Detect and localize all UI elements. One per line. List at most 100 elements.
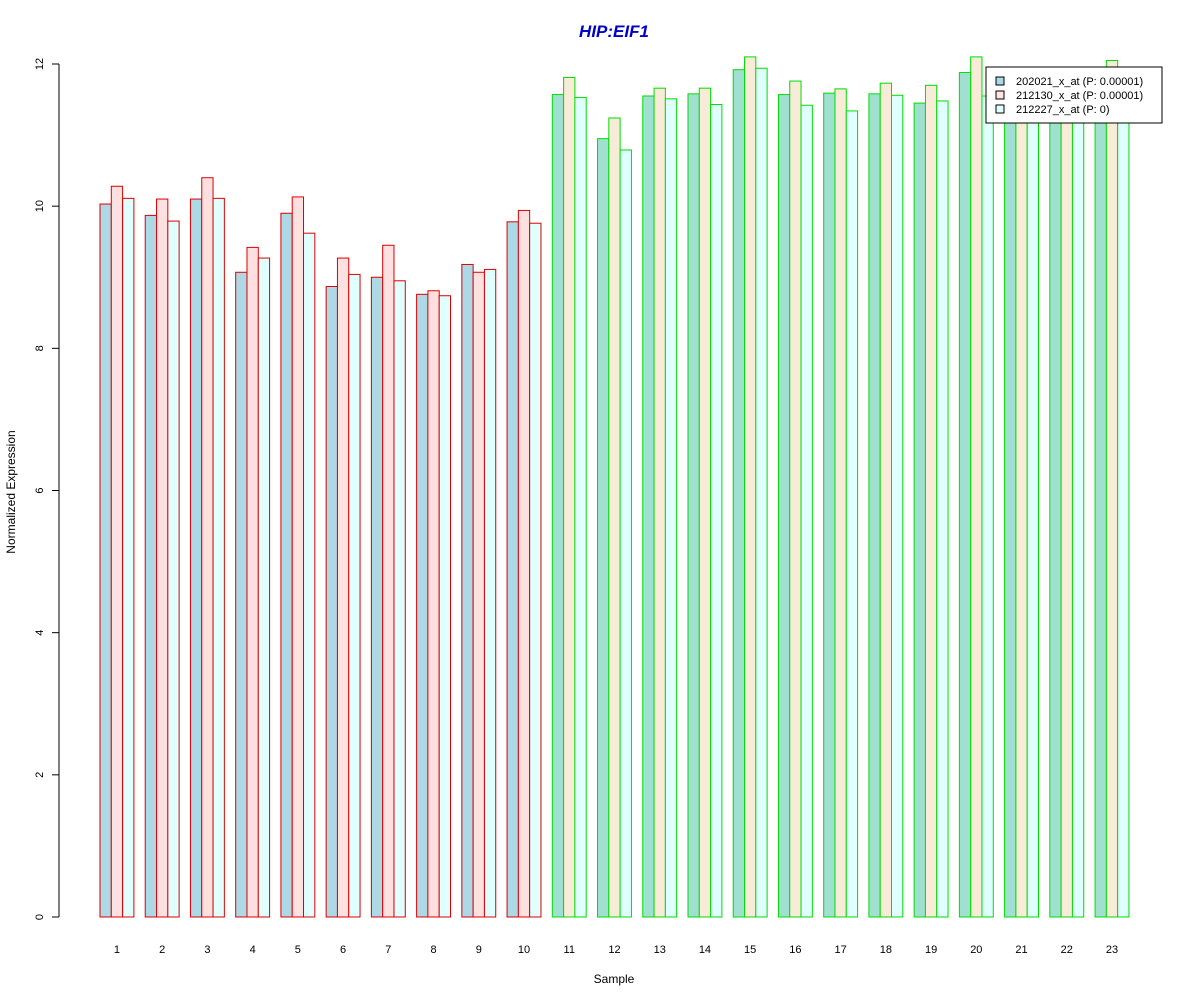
legend-label-3: 212227_x_at (P: 0) bbox=[1016, 104, 1110, 116]
x-tick-label: 1 bbox=[114, 944, 120, 956]
bar-sample-9-series-1 bbox=[461, 263, 474, 918]
bar-sample-14-series-3 bbox=[710, 104, 723, 918]
bar-group-11 bbox=[551, 77, 587, 918]
bar-sample-11-series-1 bbox=[551, 94, 565, 918]
bar-sample-1-series-2 bbox=[110, 185, 124, 918]
bar-sample-21-series-2 bbox=[1015, 70, 1028, 918]
bar-sample-8-series-2 bbox=[427, 290, 440, 918]
bar-group-16 bbox=[777, 80, 813, 918]
bar-sample-4-series-1 bbox=[235, 271, 248, 918]
bar-sample-18-series-2 bbox=[879, 82, 893, 918]
x-tick-label: 22 bbox=[1061, 944, 1073, 956]
bar-sample-10-series-3 bbox=[529, 222, 542, 918]
bar-sample-12-series-2 bbox=[608, 117, 621, 918]
bar-sample-19-series-1 bbox=[913, 102, 926, 918]
bar-sample-22-series-2 bbox=[1060, 67, 1073, 918]
bar-sample-18-series-3 bbox=[891, 94, 904, 918]
bar-sample-7-series-1 bbox=[370, 276, 384, 918]
bar-group-19 bbox=[913, 84, 949, 918]
bar-sample-23-series-2 bbox=[1105, 59, 1119, 918]
bar-sample-17-series-1 bbox=[823, 92, 836, 918]
bar-sample-23-series-3 bbox=[1117, 99, 1130, 918]
bar-sample-5-series-1 bbox=[280, 212, 293, 918]
x-axis-title: Sample bbox=[594, 972, 635, 986]
x-tick-label: 23 bbox=[1106, 944, 1118, 956]
x-tick-label: 9 bbox=[476, 944, 482, 956]
bar-sample-2-series-3 bbox=[167, 220, 180, 918]
x-tick-label: 3 bbox=[204, 944, 210, 956]
bar-group-20 bbox=[958, 56, 994, 918]
x-tick-label: 13 bbox=[654, 944, 666, 956]
bar-groups bbox=[99, 56, 1130, 918]
legend: 202021_x_at (P: 0.00001) 212130_x_at (P:… bbox=[985, 66, 1163, 124]
y-tick-label: 0 bbox=[34, 914, 46, 920]
legend-swatch-1 bbox=[995, 76, 1005, 86]
bar-sample-22-series-1 bbox=[1049, 95, 1062, 918]
bar-sample-2-series-1 bbox=[144, 214, 158, 918]
x-tick-label: 4 bbox=[250, 944, 256, 956]
bar-group-3 bbox=[189, 177, 225, 918]
x-tick-label: 21 bbox=[1015, 944, 1027, 956]
bar-group-7 bbox=[370, 244, 406, 918]
bar-group-2 bbox=[144, 198, 180, 918]
bar-sample-1-series-3 bbox=[122, 197, 135, 918]
bar-sample-10-series-1 bbox=[506, 221, 519, 918]
bar-sample-5-series-3 bbox=[303, 232, 316, 918]
bar-sample-14-series-2 bbox=[698, 87, 712, 918]
bar-sample-17-series-2 bbox=[834, 88, 847, 918]
bar-sample-16-series-3 bbox=[800, 104, 813, 918]
bar-sample-16-series-2 bbox=[789, 80, 802, 918]
bar-sample-15-series-2 bbox=[744, 56, 757, 918]
bar-sample-13-series-2 bbox=[653, 87, 666, 918]
bar-sample-17-series-3 bbox=[845, 110, 859, 918]
bar-sample-11-series-2 bbox=[563, 77, 576, 918]
bar-sample-4-series-3 bbox=[257, 257, 271, 918]
x-tick-label: 7 bbox=[385, 944, 391, 956]
y-axis-title: Normalized Expression bbox=[4, 430, 18, 553]
bar-group-18 bbox=[868, 82, 904, 918]
bar-sample-9-series-2 bbox=[472, 271, 485, 918]
x-tick-label: 17 bbox=[835, 944, 847, 956]
bar-sample-9-series-3 bbox=[483, 268, 497, 918]
bar-sample-15-series-1 bbox=[732, 69, 746, 918]
x-axis-tick-labels: 1 2 3 4 5 6 7 8 9 10 11 12 13 14 15 16 17 18 19 20 21 22 23 bbox=[114, 944, 1118, 956]
legend-swatch-2 bbox=[995, 90, 1005, 100]
bar-group-12 bbox=[597, 117, 632, 918]
bar-sample-13-series-1 bbox=[642, 95, 655, 918]
bar-group-5 bbox=[280, 196, 316, 918]
bar-sample-14-series-1 bbox=[687, 93, 700, 918]
bar-sample-7-series-2 bbox=[382, 244, 395, 918]
bar-sample-10-series-2 bbox=[517, 209, 531, 918]
bar-sample-3-series-2 bbox=[201, 177, 214, 918]
bar-sample-5-series-2 bbox=[291, 196, 305, 918]
bar-sample-8-series-1 bbox=[416, 293, 429, 918]
bar-group-1 bbox=[99, 185, 135, 918]
bar-sample-22-series-3 bbox=[1071, 102, 1085, 918]
bar-sample-1-series-1 bbox=[99, 203, 112, 918]
bar-sample-20-series-1 bbox=[958, 72, 972, 918]
bar-group-9 bbox=[461, 263, 497, 918]
bar-sample-7-series-3 bbox=[393, 280, 406, 918]
y-tick-label: 10 bbox=[34, 200, 46, 212]
bar-sample-12-series-3 bbox=[619, 149, 632, 918]
x-tick-label: 15 bbox=[744, 944, 756, 956]
bar-sample-6-series-3 bbox=[348, 273, 361, 918]
x-tick-label: 20 bbox=[970, 944, 982, 956]
bar-sample-16-series-1 bbox=[777, 94, 791, 918]
bar-group-6 bbox=[325, 257, 361, 918]
bar-sample-20-series-2 bbox=[970, 56, 983, 918]
y-tick-label: 6 bbox=[34, 487, 46, 493]
bar-group-22 bbox=[1049, 67, 1085, 918]
bar-sample-21-series-3 bbox=[1026, 106, 1039, 918]
bar-sample-6-series-1 bbox=[325, 285, 338, 918]
bar-sample-3-series-1 bbox=[189, 198, 203, 918]
bar-group-14 bbox=[687, 87, 723, 918]
bar-group-8 bbox=[416, 290, 452, 918]
bar-sample-2-series-2 bbox=[156, 198, 169, 918]
x-tick-label: 2 bbox=[159, 944, 165, 956]
bar-sample-19-series-3 bbox=[936, 100, 949, 918]
bar-group-4 bbox=[235, 246, 271, 918]
bar-group-17 bbox=[823, 88, 859, 918]
